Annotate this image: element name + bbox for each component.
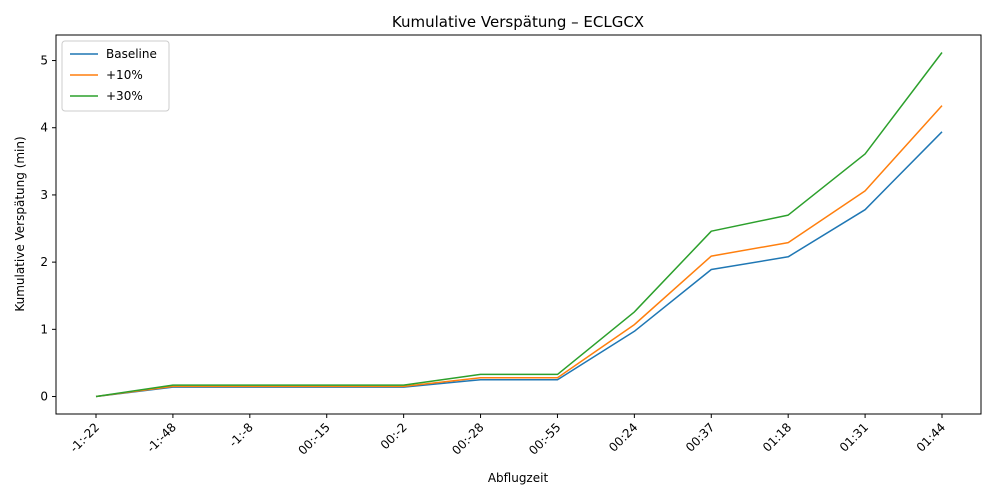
x-tick-label: 01:44 <box>914 420 948 454</box>
x-tick-label: 00:-28 <box>449 420 486 457</box>
x-tick-label: 00:-15 <box>295 420 332 457</box>
plot-frame <box>55 34 982 415</box>
y-tick-label: 4 <box>40 121 48 135</box>
legend-label-0: Baseline <box>106 47 157 61</box>
legend-box <box>61 40 170 112</box>
y-axis-ticks: 0 1 2 3 4 5 <box>40 54 56 404</box>
x-tick-label: -1:-48 <box>144 420 179 455</box>
x-tick-label: 00:-2 <box>378 420 410 452</box>
x-tick-label: 01:18 <box>760 420 794 454</box>
x-tick-label: 00:37 <box>683 420 717 454</box>
y-tick-label: 5 <box>40 54 48 68</box>
y-tick-label: 3 <box>40 188 48 202</box>
x-tick-label: -1:-8 <box>226 420 256 450</box>
y-tick-label: 0 <box>40 390 48 404</box>
series-line-1 <box>95 105 943 398</box>
legend: Baseline +10% +30% <box>61 40 170 112</box>
chart-title: Kumulative Verspätung – ECLGCX <box>392 13 644 31</box>
legend-label-2: +30% <box>106 89 143 103</box>
x-axis-label: Abflugzeit <box>488 471 549 485</box>
legend-label-1: +10% <box>106 68 143 82</box>
series-line-2 <box>95 52 943 398</box>
x-tick-label: 00:24 <box>606 420 640 454</box>
x-tick-label: 00:-55 <box>526 420 563 457</box>
x-tick-label: 01:31 <box>837 420 871 454</box>
y-tick-label: 2 <box>40 255 48 269</box>
series-layer <box>95 52 943 398</box>
y-axis-label: Kumulative Verspätung (min) <box>13 136 27 311</box>
plot-area <box>56 35 981 414</box>
y-tick-label: 1 <box>40 322 48 336</box>
x-tick-label: -1:-22 <box>67 420 102 455</box>
x-axis-ticks: -1:-22 -1:-48 -1:-8 00:-15 00:-2 00:-28 00:-55… <box>67 414 948 458</box>
